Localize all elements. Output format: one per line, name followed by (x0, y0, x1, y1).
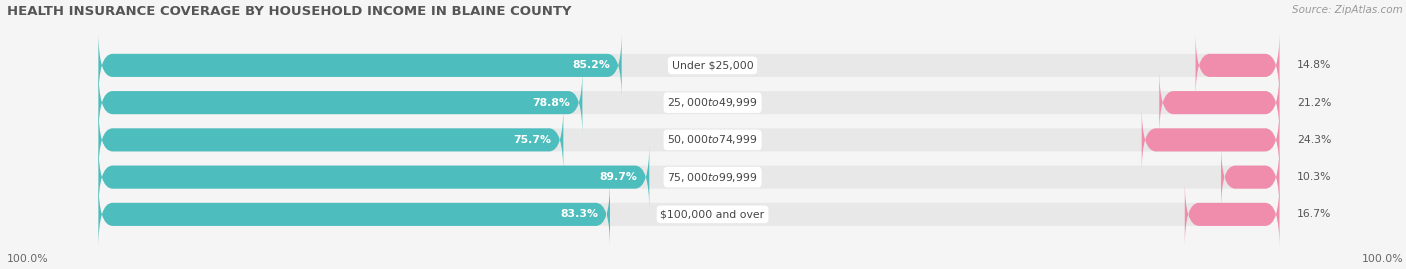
Text: 83.3%: 83.3% (560, 209, 598, 220)
Text: 78.8%: 78.8% (533, 98, 571, 108)
FancyBboxPatch shape (98, 32, 1279, 98)
FancyBboxPatch shape (98, 69, 582, 136)
FancyBboxPatch shape (98, 181, 1279, 247)
Text: 89.7%: 89.7% (599, 172, 637, 182)
Text: $25,000 to $49,999: $25,000 to $49,999 (668, 96, 758, 109)
FancyBboxPatch shape (98, 181, 610, 247)
Text: 100.0%: 100.0% (7, 254, 49, 264)
Text: 21.2%: 21.2% (1298, 98, 1331, 108)
Text: 100.0%: 100.0% (1361, 254, 1403, 264)
Text: Source: ZipAtlas.com: Source: ZipAtlas.com (1292, 5, 1403, 15)
Text: 10.3%: 10.3% (1298, 172, 1331, 182)
Text: Under $25,000: Under $25,000 (672, 60, 754, 70)
Text: HEALTH INSURANCE COVERAGE BY HOUSEHOLD INCOME IN BLAINE COUNTY: HEALTH INSURANCE COVERAGE BY HOUSEHOLD I… (7, 5, 571, 18)
FancyBboxPatch shape (98, 69, 1279, 136)
FancyBboxPatch shape (1195, 32, 1279, 98)
Text: 75.7%: 75.7% (513, 135, 551, 145)
FancyBboxPatch shape (98, 107, 564, 173)
Text: 14.8%: 14.8% (1298, 60, 1331, 70)
FancyBboxPatch shape (98, 107, 1279, 173)
FancyBboxPatch shape (1185, 181, 1279, 247)
Text: $100,000 and over: $100,000 and over (661, 209, 765, 220)
FancyBboxPatch shape (98, 144, 650, 210)
Text: $75,000 to $99,999: $75,000 to $99,999 (668, 171, 758, 184)
Text: $50,000 to $74,999: $50,000 to $74,999 (668, 133, 758, 146)
FancyBboxPatch shape (1142, 107, 1279, 173)
Text: 85.2%: 85.2% (572, 60, 610, 70)
Text: 24.3%: 24.3% (1298, 135, 1331, 145)
Text: 16.7%: 16.7% (1298, 209, 1331, 220)
FancyBboxPatch shape (1220, 144, 1279, 210)
FancyBboxPatch shape (98, 144, 1279, 210)
FancyBboxPatch shape (98, 32, 621, 98)
FancyBboxPatch shape (1160, 69, 1279, 136)
